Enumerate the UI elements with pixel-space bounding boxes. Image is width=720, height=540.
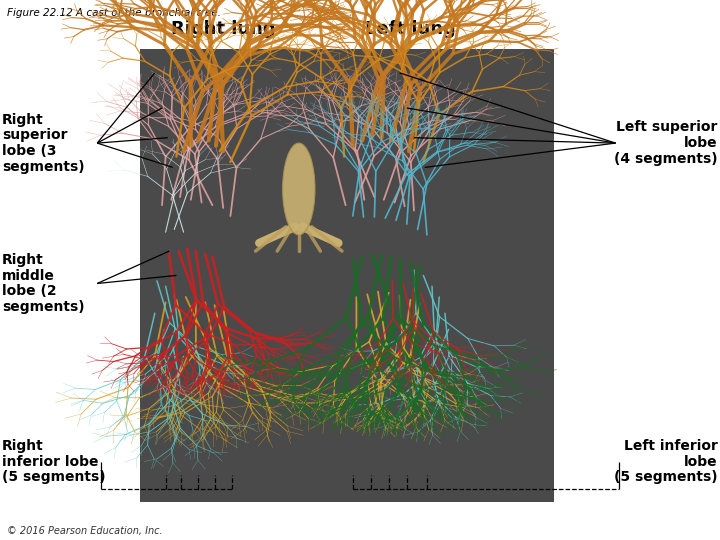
Ellipse shape — [283, 143, 315, 235]
Text: Left superior
lobe
(4 segments): Left superior lobe (4 segments) — [614, 120, 718, 166]
Text: Right
middle
lobe (2
segments): Right middle lobe (2 segments) — [2, 253, 85, 314]
Text: Left inferior
lobe
(5 segments): Left inferior lobe (5 segments) — [614, 439, 718, 484]
Text: Right
superior
lobe (3
segments): Right superior lobe (3 segments) — [2, 113, 85, 173]
Text: Figure 22.12 A cast of the bronchial tree.: Figure 22.12 A cast of the bronchial tre… — [7, 8, 221, 18]
Text: Right
inferior lobe
(5 segments): Right inferior lobe (5 segments) — [2, 439, 106, 484]
FancyBboxPatch shape — [140, 49, 554, 502]
Text: © 2016 Pearson Education, Inc.: © 2016 Pearson Education, Inc. — [7, 525, 163, 536]
Text: Right lung: Right lung — [171, 20, 276, 38]
Text: Left lung: Left lung — [365, 20, 456, 38]
